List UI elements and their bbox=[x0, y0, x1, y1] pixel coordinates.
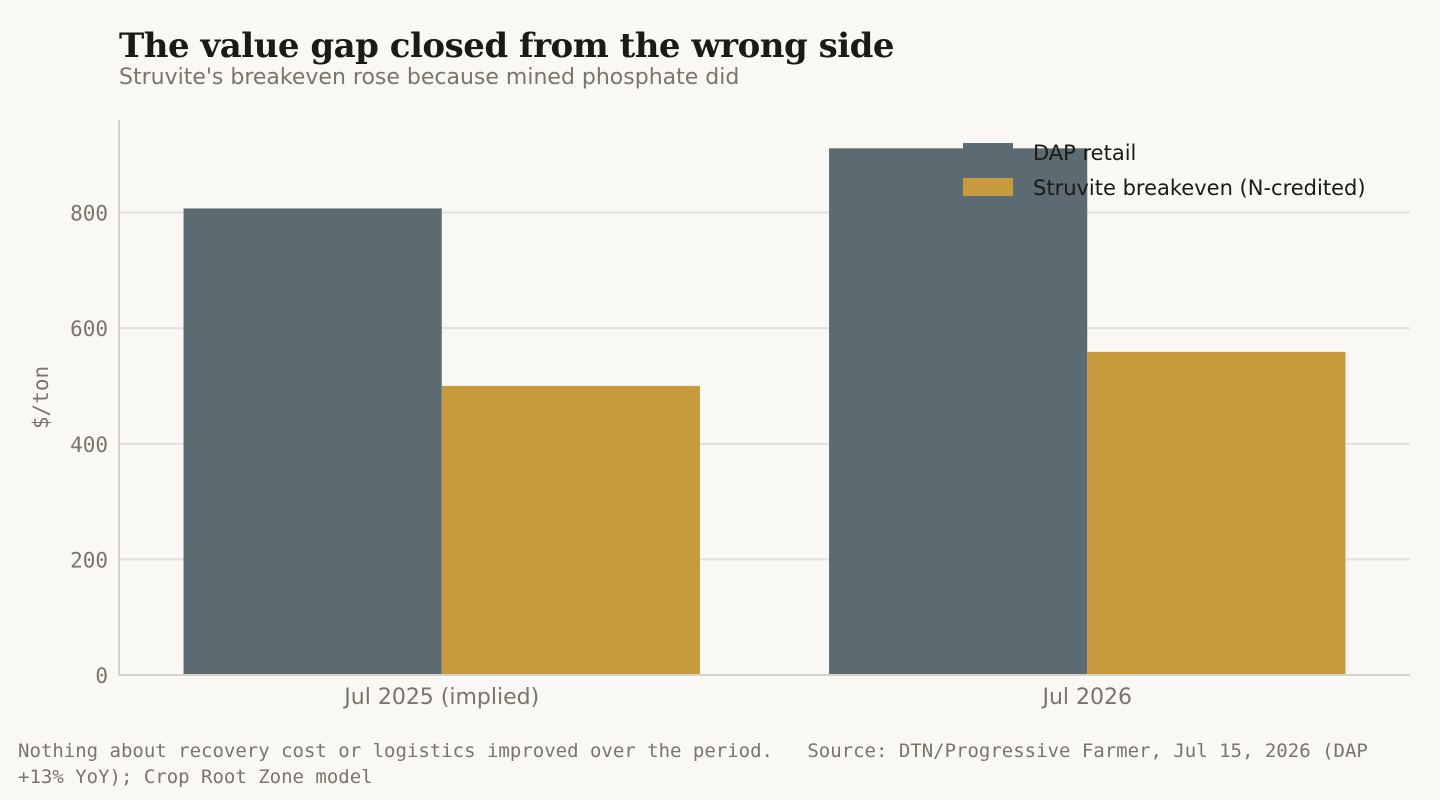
footer-note: Nothing about recovery cost or logistics… bbox=[18, 738, 1418, 790]
bars bbox=[183, 148, 1346, 675]
bar-struvite-breakeven bbox=[1087, 351, 1346, 675]
bar-struvite-breakeven bbox=[441, 385, 700, 675]
legend: DAP retail Struvite breakeven (N-credited… bbox=[963, 141, 1366, 200]
chart-title: The value gap closed from the wrong side bbox=[119, 26, 895, 66]
y-axis-label: $/ton bbox=[29, 366, 53, 429]
x-category-label: Jul 2025 (implied) bbox=[342, 685, 539, 710]
legend-label: Struvite breakeven (N-credited) bbox=[1033, 176, 1366, 200]
chart-subtitle: Struvite's breakeven rose because mined … bbox=[119, 65, 740, 90]
y-tick-label: 400 bbox=[70, 433, 108, 457]
x-category-label: Jul 2026 bbox=[1040, 685, 1132, 710]
legend-swatch bbox=[963, 143, 1013, 161]
legend-swatch bbox=[963, 178, 1013, 196]
footer-note-text: Nothing about recovery cost or logistics… bbox=[18, 740, 773, 762]
axes: 0 200 400 600 800 Jul 2025 (implied) Jul 2026 $… bbox=[29, 120, 1410, 710]
bar-dap-retail bbox=[829, 148, 1088, 675]
bar-chart: 0 200 400 600 800 Jul 2025 (implied) Jul 2026 $… bbox=[29, 120, 1410, 710]
legend-label: DAP retail bbox=[1033, 141, 1136, 165]
y-tick-label: 600 bbox=[70, 317, 108, 341]
y-tick-label: 800 bbox=[70, 202, 108, 226]
footer-source-text: Source: DTN/Progressive Farmer, Jul 15, … bbox=[18, 740, 1380, 788]
y-tick-label: 200 bbox=[70, 548, 108, 572]
bar-dap-retail bbox=[183, 208, 442, 675]
y-tick-label: 0 bbox=[95, 664, 108, 688]
